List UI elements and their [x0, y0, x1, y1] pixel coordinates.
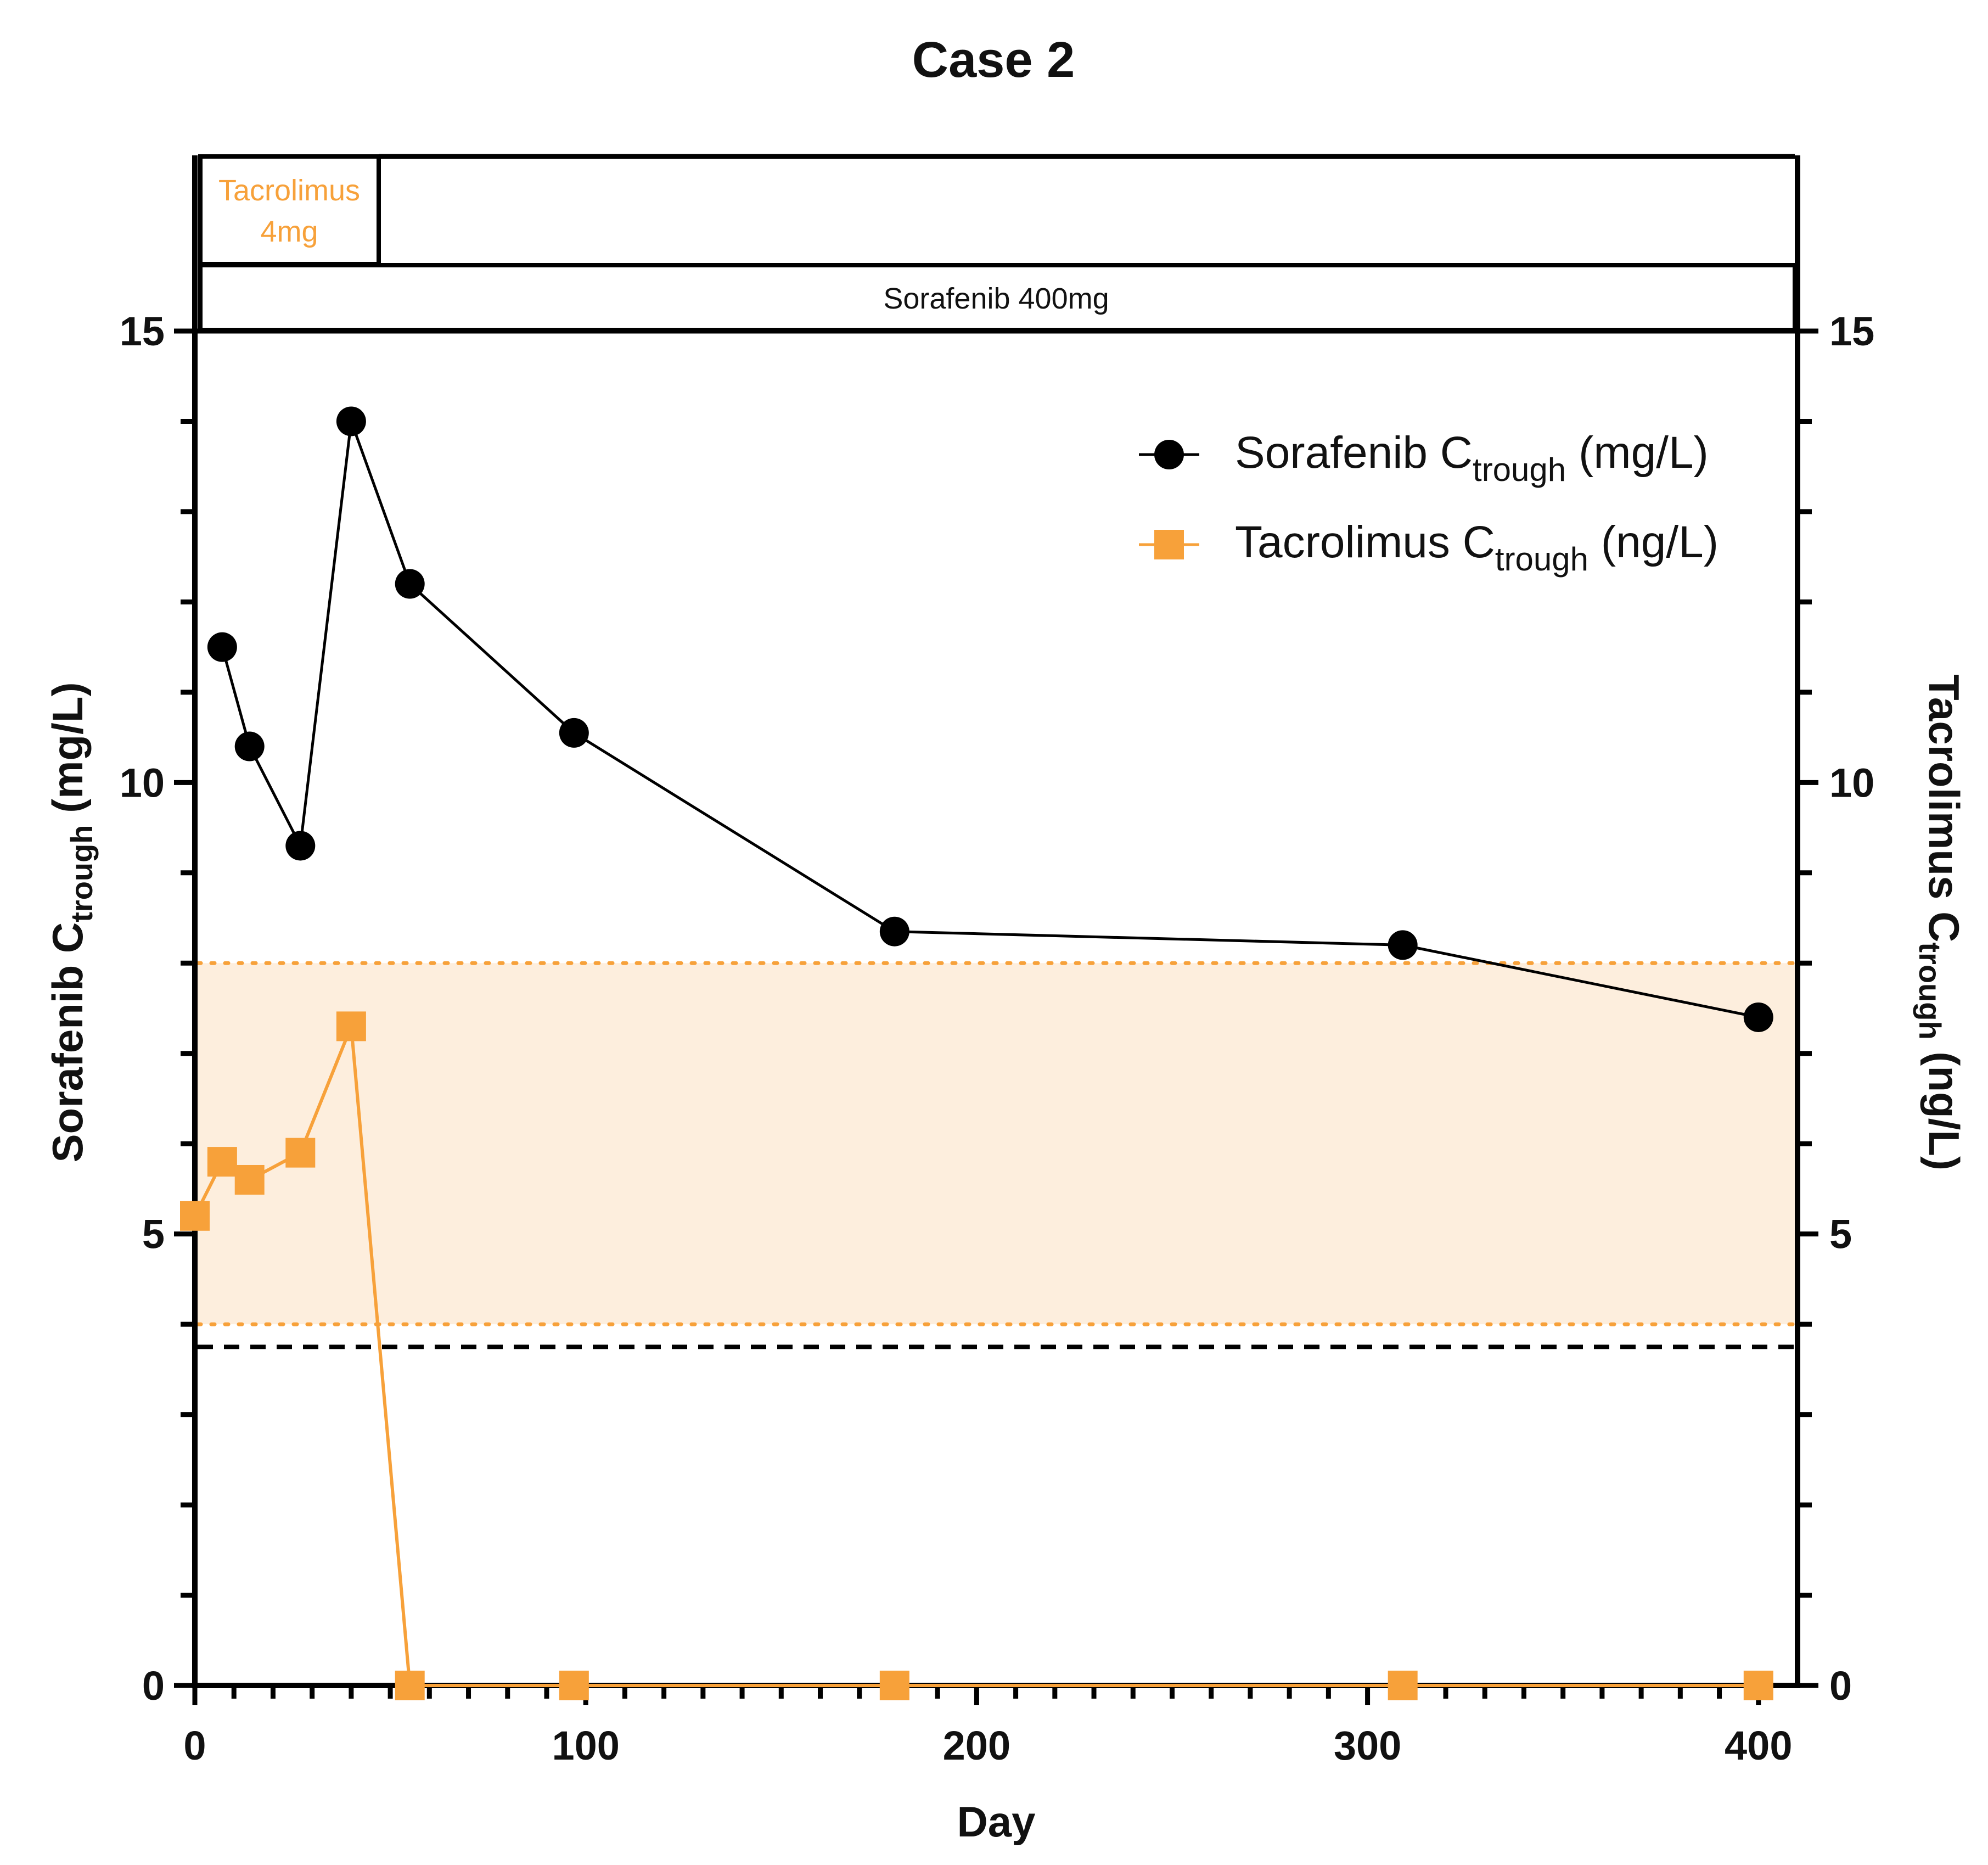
x-tick-label: 0 [183, 1723, 206, 1768]
tacrolimus-dose-label-line1: Tacrolimus [218, 174, 360, 207]
y-left-tick-label: 5 [142, 1212, 165, 1257]
sorafenib-point [559, 718, 589, 748]
right-y-axis-title-main: Tacrolimus C [1920, 674, 1968, 942]
right-y-axis-title: Tacrolimus Ctrough (ng/L) [1913, 674, 1968, 1170]
chart-title: Case 2 [912, 32, 1075, 88]
tacrolimus-point [336, 1011, 366, 1041]
y-right-tick-label: 5 [1829, 1212, 1852, 1257]
tacrolimus-point [1743, 1671, 1773, 1700]
sorafenib-point [207, 632, 237, 662]
sorafenib-point [336, 406, 366, 436]
tacrolimus-point [234, 1164, 265, 1195]
axes [192, 155, 1800, 1688]
y-right-tick-label: 0 [1829, 1663, 1852, 1709]
sorafenib-point [234, 731, 265, 761]
legend-tacrolimus-unit: (ng/L) [1588, 517, 1719, 567]
sorafenib-point [285, 831, 316, 861]
tacrolimus-dose-label-line2: 4mg [260, 215, 318, 248]
series-layer [180, 406, 1773, 1700]
legend-tacrolimus-marker [1154, 530, 1184, 559]
legend-sorafenib-sub: trough [1473, 451, 1566, 488]
right-y-axis-title-unit: (ng/L) [1920, 1040, 1968, 1170]
x-tick-label: 400 [1725, 1723, 1792, 1768]
right-y-axis-title-sub: trough [1913, 942, 1947, 1039]
legend-sorafenib-label: Sorafenib Ctrough (mg/L) [1235, 428, 1709, 488]
dosing-bars: Tacrolimus 4mg Sorafenib 400mg [198, 154, 1797, 332]
x-axis-title: Day [957, 1797, 1035, 1846]
left-y-axis-title-unit: (mg/L) [43, 682, 92, 825]
left-y-axis-title-main: Sorafenib C [43, 922, 92, 1163]
tacrolimus-point [180, 1201, 210, 1231]
left-y-axis-title-sub: trough [64, 825, 99, 922]
tacrolimus-point [285, 1138, 316, 1168]
reference-layer [195, 961, 1797, 1349]
legend-tacrolimus-label: Tacrolimus Ctrough (ng/L) [1235, 517, 1719, 578]
legend: Sorafenib Ctrough (mg/L) Tacrolimus Ctro… [1139, 428, 1719, 578]
tacrolimus-point [395, 1671, 425, 1700]
legend-sorafenib-marker [1154, 440, 1184, 469]
x-tick-label: 200 [943, 1723, 1010, 1768]
tacrolimus-point [559, 1671, 589, 1700]
legend-sorafenib-unit: (mg/L) [1566, 428, 1709, 478]
y-right-tick-label: 10 [1829, 760, 1874, 805]
tacrolimus-target-band [198, 963, 1795, 1325]
sorafenib-point [1743, 1002, 1773, 1032]
y-right-tick-label: 15 [1829, 309, 1874, 354]
tacrolimus-point [879, 1671, 909, 1700]
sorafenib-line [221, 421, 1759, 1019]
legend-sorafenib-main: Sorafenib C [1235, 428, 1473, 478]
sorafenib-point [1388, 930, 1418, 960]
y-left-tick-label: 10 [120, 760, 165, 805]
sorafenib-point [395, 569, 425, 599]
tacrolimus-point [1388, 1671, 1418, 1700]
tacrolimus-point [207, 1147, 237, 1177]
y-left-tick-label: 15 [120, 309, 165, 354]
x-tick-label: 300 [1334, 1723, 1401, 1768]
sorafenib-dose-label: Sorafenib 400mg [883, 282, 1109, 315]
legend-tacrolimus-main: Tacrolimus C [1235, 517, 1495, 567]
left-y-axis-title: Sorafenib Ctrough (mg/L) [43, 682, 99, 1163]
y-left-tick-label: 0 [142, 1663, 165, 1709]
sorafenib-point [879, 916, 909, 946]
x-tick-label: 100 [552, 1723, 619, 1768]
legend-tacrolimus-sub: trough [1495, 541, 1588, 578]
